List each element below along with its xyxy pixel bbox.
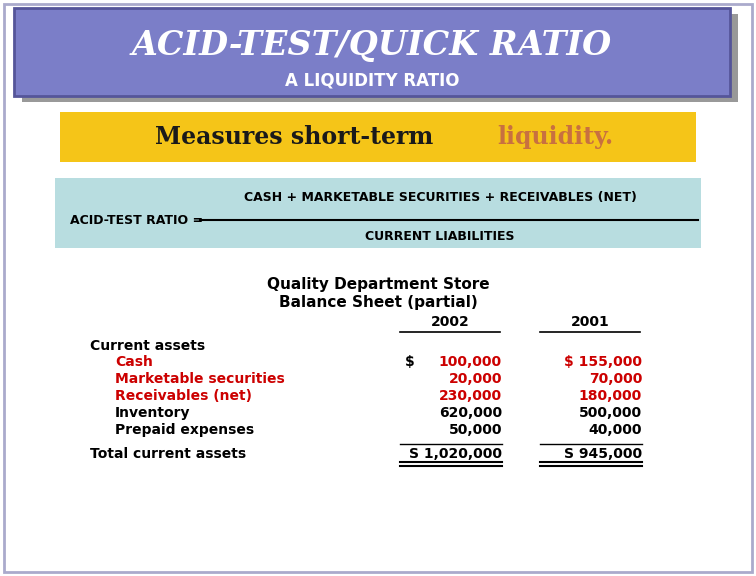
Text: 2001: 2001 xyxy=(571,315,609,329)
Text: 100,000: 100,000 xyxy=(439,355,502,369)
Text: 500,000: 500,000 xyxy=(579,406,642,420)
FancyBboxPatch shape xyxy=(60,112,696,162)
Text: $ 155,000: $ 155,000 xyxy=(564,355,642,369)
Text: 70,000: 70,000 xyxy=(589,372,642,386)
Text: Balance Sheet (partial): Balance Sheet (partial) xyxy=(279,294,477,309)
Text: S 945,000: S 945,000 xyxy=(564,447,642,461)
Text: Current assets: Current assets xyxy=(90,339,205,353)
Text: Prepaid expenses: Prepaid expenses xyxy=(115,423,254,437)
Text: Inventory: Inventory xyxy=(115,406,191,420)
Text: liquidity.: liquidity. xyxy=(497,125,613,149)
Text: Measures short-term: Measures short-term xyxy=(155,125,442,149)
FancyBboxPatch shape xyxy=(14,8,730,96)
Text: 20,000: 20,000 xyxy=(448,372,502,386)
Text: Total current assets: Total current assets xyxy=(90,447,246,461)
Text: 2002: 2002 xyxy=(431,315,469,329)
FancyBboxPatch shape xyxy=(22,14,738,102)
Text: ACID-TEST RATIO =: ACID-TEST RATIO = xyxy=(70,214,207,226)
Text: S 1,020,000: S 1,020,000 xyxy=(409,447,502,461)
Text: 620,000: 620,000 xyxy=(439,406,502,420)
Text: 50,000: 50,000 xyxy=(448,423,502,437)
Text: A LIQUIDITY RATIO: A LIQUIDITY RATIO xyxy=(285,71,459,89)
Text: Marketable securities: Marketable securities xyxy=(115,372,285,386)
Text: CASH + MARKETABLE SECURITIES + RECEIVABLES (NET): CASH + MARKETABLE SECURITIES + RECEIVABL… xyxy=(243,191,637,203)
Text: 180,000: 180,000 xyxy=(579,389,642,403)
Text: Cash: Cash xyxy=(115,355,153,369)
Text: $: $ xyxy=(405,355,415,369)
Text: ACID-TEST/QUICK RATIO: ACID-TEST/QUICK RATIO xyxy=(132,29,612,63)
Text: 230,000: 230,000 xyxy=(439,389,502,403)
Text: 40,000: 40,000 xyxy=(588,423,642,437)
Text: Quality Department Store: Quality Department Store xyxy=(267,278,489,293)
Text: CURRENT LIABILITIES: CURRENT LIABILITIES xyxy=(365,230,515,244)
FancyBboxPatch shape xyxy=(55,178,701,248)
Text: Receivables (net): Receivables (net) xyxy=(115,389,252,403)
